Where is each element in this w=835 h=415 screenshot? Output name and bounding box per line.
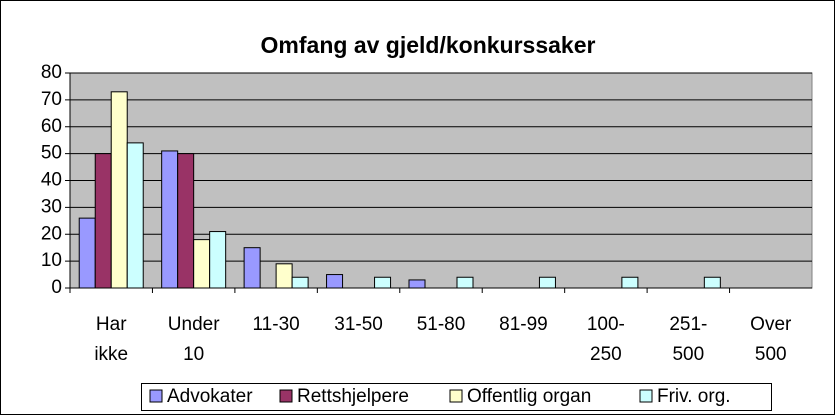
bar: [408, 279, 426, 289]
bar: [621, 276, 639, 289]
legend-swatch: [149, 389, 163, 403]
bar: [456, 276, 474, 289]
bar: [374, 276, 392, 289]
legend-swatch: [449, 389, 463, 403]
x-tick-label: 31-50: [334, 314, 383, 335]
chart-title: Omfang av gjeld/konkurssaker: [261, 32, 596, 58]
y-tick-label: 0: [51, 277, 62, 298]
y-tick-label: 20: [41, 223, 62, 244]
bar: [326, 274, 344, 289]
bar: [177, 153, 195, 289]
bar: [703, 276, 721, 289]
bar: [538, 276, 556, 289]
bar: [243, 247, 261, 289]
y-tick-label: 40: [41, 170, 62, 191]
bar: [193, 239, 211, 289]
legend-label: Advokater: [167, 386, 253, 407]
x-tick-label: 51-80: [417, 314, 466, 335]
bar: [110, 91, 128, 289]
y-tick-label: 10: [41, 250, 62, 271]
x-tick-label: 11-30: [253, 314, 300, 335]
legend-swatch: [639, 389, 653, 403]
bar: [275, 263, 293, 289]
y-tick-label: 30: [41, 196, 62, 217]
bar: [78, 217, 96, 289]
y-tick-label: 80: [41, 62, 62, 83]
x-tick-label: 100-250: [587, 314, 625, 365]
legend-label: Friv. org.: [657, 386, 731, 407]
y-tick-label: 70: [41, 89, 62, 110]
legend-label: Offentlig organ: [467, 386, 591, 407]
y-tick-label: 60: [41, 116, 62, 137]
x-tick-label: 81-99: [499, 314, 548, 335]
legend-label: Rettshjelpere: [297, 386, 409, 407]
x-tick-label: 251-500: [669, 314, 707, 365]
x-tick-label: Over 500: [750, 314, 792, 365]
bar: [161, 150, 179, 289]
bar: [209, 231, 227, 289]
bar: [126, 142, 144, 289]
y-tick-label: 50: [41, 143, 62, 164]
bar: [94, 153, 112, 289]
bar: [291, 276, 309, 289]
x-tick-label: Har ikke: [94, 314, 128, 365]
legend-swatch: [279, 389, 293, 403]
x-tick-label: Under 10: [168, 314, 220, 365]
